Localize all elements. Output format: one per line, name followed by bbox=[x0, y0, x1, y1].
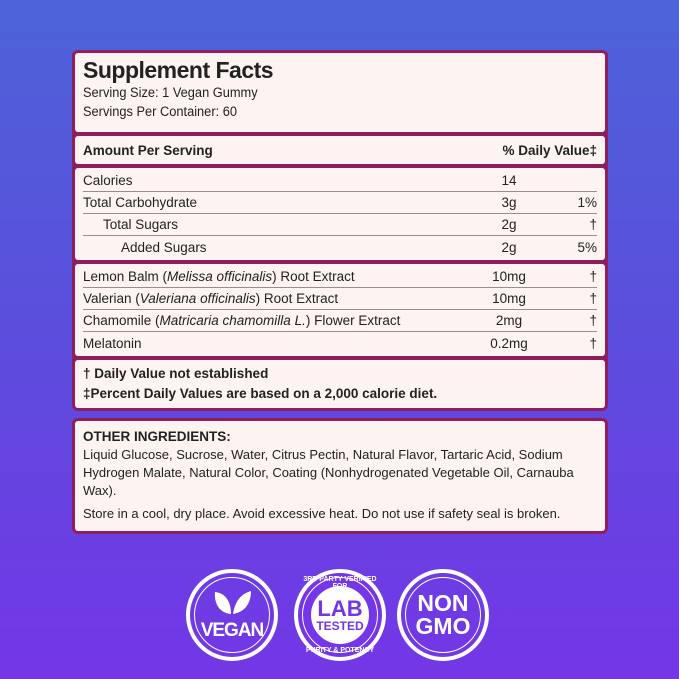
ingredient-amount: 10mg bbox=[492, 291, 526, 306]
lab-top-text: 3RD PARTY VERIFIED FOR bbox=[303, 576, 377, 590]
nutrient-row: Total Sugars 2g † bbox=[83, 214, 597, 236]
nutrient-amount: 2g bbox=[501, 217, 517, 232]
gmo-text: GMO bbox=[415, 613, 471, 639]
other-ingredients-heading: OTHER INGREDIENTS: bbox=[83, 429, 231, 444]
nutrient-name: Total Carbohydrate bbox=[83, 195, 198, 210]
nutrients-section: Calories 14 Total Carbohydrate 3g 1% Total … bbox=[75, 168, 605, 260]
ingredient-dv: † bbox=[589, 313, 597, 328]
nutrient-name: Added Sugars bbox=[121, 239, 207, 255]
ingredients-section: Lemon Balm (Melissa officinalis) Root Ex… bbox=[75, 264, 605, 356]
nutrient-dv: † bbox=[589, 217, 597, 232]
ingredient-name: Valerian (Valeriana officinalis) Root Ex… bbox=[83, 291, 339, 306]
nutrient-dv: 5% bbox=[577, 239, 597, 255]
ingredient-row: Lemon Balm (Melissa officinalis) Root Ex… bbox=[83, 266, 597, 288]
nutrient-amount: 14 bbox=[501, 173, 517, 188]
vegan-label: VEGAN bbox=[200, 619, 265, 641]
non-gmo-label: NON GMO bbox=[416, 592, 471, 638]
ingredient-row: Melatonin 0.2mg † bbox=[83, 332, 597, 354]
dv-header: % Daily Value‡ bbox=[502, 142, 597, 158]
supplement-facts-panel: Supplement Facts Serving Size: 1 Vegan G… bbox=[72, 50, 608, 411]
other-ingredients-panel: OTHER INGREDIENTS: Liquid Glucose, Sucro… bbox=[72, 418, 608, 534]
other-ingredients-section: OTHER INGREDIENTS: Liquid Glucose, Sucro… bbox=[75, 421, 605, 531]
ingredient-name: Chamomile (Matricaria chamomilla L.) Flo… bbox=[83, 313, 401, 328]
nutrient-row: Added Sugars 2g 5% bbox=[83, 236, 597, 258]
nutrient-amount: 3g bbox=[501, 195, 517, 210]
footnote-double-dagger: ‡Percent Daily Values are based on a 2,0… bbox=[83, 386, 438, 401]
ingredient-dv: † bbox=[589, 291, 597, 306]
nutrient-row: Total Carbohydrate 3g 1% bbox=[83, 192, 597, 214]
nutrient-row: Calories 14 bbox=[83, 170, 597, 192]
footnote-dagger: † Daily Value not established bbox=[83, 366, 269, 381]
servings-per-container: Servings Per Container: 60 bbox=[83, 104, 237, 119]
ingredient-name: Lemon Balm (Melissa officinalis) Root Ex… bbox=[83, 269, 355, 284]
amount-header: Amount Per Serving bbox=[83, 142, 213, 158]
non-text: NON bbox=[417, 590, 469, 616]
lab-main-text: LAB bbox=[317, 596, 363, 621]
ingredient-amount: 0.2mg bbox=[490, 335, 528, 351]
ingredient-name: Melatonin bbox=[83, 335, 142, 351]
footnotes-section: † Daily Value not established ‡Percent D… bbox=[75, 360, 605, 408]
amount-header-bar: Amount Per Serving % Daily Value‡ bbox=[75, 136, 605, 164]
vegan-badge-content: VEGAN bbox=[201, 589, 264, 642]
lab-sub-text: TESTED bbox=[316, 619, 364, 633]
facts-header-section: Supplement Facts Serving Size: 1 Vegan G… bbox=[75, 53, 605, 132]
ingredient-dv: † bbox=[589, 269, 597, 284]
non-gmo-badge: NON GMO bbox=[397, 569, 489, 661]
leaf-icon bbox=[214, 590, 251, 614]
storage-text: Store in a cool, dry place. Avoid excess… bbox=[83, 506, 561, 521]
ingredient-amount: 10mg bbox=[492, 269, 526, 284]
ingredient-dv: † bbox=[589, 335, 597, 351]
ingredient-amount: 2mg bbox=[495, 313, 523, 328]
other-ingredients-text: Liquid Glucose, Sucrose, Water, Citrus P… bbox=[83, 447, 574, 498]
vegan-badge: VEGAN bbox=[186, 569, 278, 661]
nutrient-dv: 1% bbox=[577, 195, 597, 210]
lab-tested-badge: 3RD PARTY VERIFIED FOR LAB TESTED PURITY… bbox=[294, 569, 386, 661]
ingredient-row: Valerian (Valeriana officinalis) Root Ex… bbox=[83, 288, 597, 310]
ingredient-row: Chamomile (Matricaria chamomilla L.) Flo… bbox=[83, 310, 597, 332]
lab-bottom-text: PURITY & POTENCY bbox=[305, 647, 375, 654]
nutrient-name: Calories bbox=[83, 173, 133, 188]
nutrient-name: Total Sugars bbox=[103, 217, 179, 232]
lab-inner-circle: LAB TESTED bbox=[311, 586, 369, 644]
nutrient-amount: 2g bbox=[501, 239, 517, 255]
serving-size: Serving Size: 1 Vegan Gummy bbox=[83, 85, 258, 100]
facts-title: Supplement Facts bbox=[83, 57, 274, 83]
